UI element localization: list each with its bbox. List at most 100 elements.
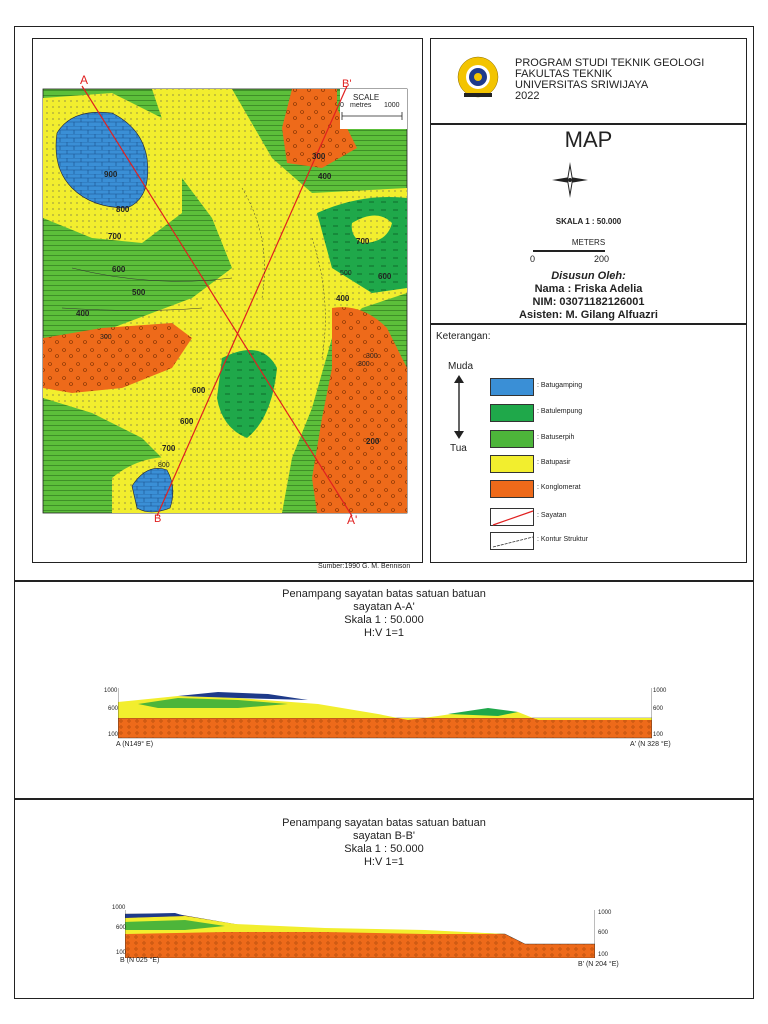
- legend-item-batulempung: : Batulempung: [490, 404, 630, 424]
- contour-label: 700: [162, 444, 176, 453]
- contour-label: 400: [76, 309, 90, 318]
- contour-label: 700: [356, 237, 370, 246]
- label-b: B: [154, 513, 162, 525]
- limestone-swatch: [490, 378, 534, 396]
- age-arrow-icon: [454, 375, 464, 439]
- faculty-name: FAKULTAS TEKNIK: [515, 68, 613, 80]
- outer-top-border: [14, 26, 754, 581]
- section-aa-tick-right: 600: [653, 706, 664, 712]
- legend-item-konglomerat: : Konglomerat: [490, 480, 630, 500]
- contour-label: 700: [108, 232, 122, 241]
- university-logo: [457, 56, 499, 98]
- scale-bar: [533, 250, 605, 252]
- contour-label: 200: [366, 437, 380, 446]
- contour-label: 900: [104, 170, 118, 179]
- contour-label: 600: [112, 265, 126, 274]
- shale-swatch: [490, 430, 534, 448]
- contour-label: 600: [180, 417, 194, 426]
- program-name: PROGRAM STUDI TEKNIK GEOLOGI: [515, 57, 705, 69]
- contour-label: 600: [192, 386, 206, 395]
- section-bb-tick: 100: [116, 950, 127, 956]
- legend-young: Muda: [448, 361, 474, 372]
- map-scale-end: 1000: [384, 102, 400, 109]
- contour-label: 300: [366, 353, 378, 360]
- section-aa-left-label: A (N149° E): [116, 741, 154, 748]
- scale-bar-end: 200: [594, 254, 610, 264]
- contour-label: 500: [340, 270, 352, 277]
- contour-label: 400: [318, 172, 332, 181]
- section-bb-left-label: B (N 025 °E): [120, 957, 160, 964]
- section-aa-tick: 100: [108, 732, 119, 738]
- map-title: MAP: [564, 127, 613, 152]
- map-info-panel: [430, 124, 747, 324]
- author-assistant: Asisten: M. Gilang Alfuazri: [519, 309, 658, 321]
- contour-label: 400: [336, 294, 350, 303]
- section-aa-title2: sayatan A-A': [353, 601, 415, 613]
- legend-item-label: : Sayatan: [537, 512, 567, 519]
- section-bb-title2: sayatan B-B': [352, 830, 416, 842]
- section-aa-profile: [118, 688, 652, 739]
- geological-map: [42, 85, 408, 517]
- legend-panel: [430, 324, 747, 563]
- legend-heading: Keterangan:: [436, 331, 491, 342]
- section-aa-title4: H:V 1=1: [363, 627, 405, 639]
- section-bb-panel: [14, 799, 754, 999]
- conglomerate-swatch: [490, 480, 534, 498]
- sandstone-swatch: [490, 455, 534, 473]
- contour-label: 800: [116, 205, 130, 214]
- map-scale-zero: 0: [340, 102, 344, 109]
- section-line-swatch: [490, 508, 534, 526]
- author-heading: Disusun Oleh:: [551, 270, 626, 282]
- section-bb-tick-right: 1000: [598, 910, 612, 916]
- contour-swatch: [490, 532, 534, 550]
- claystone-swatch: [490, 404, 534, 422]
- map-scale-units: metres: [350, 102, 372, 109]
- contour-label: 300: [358, 361, 370, 368]
- contour-label: 500: [132, 288, 146, 297]
- section-aa-title1: Penampang sayatan batas satuan batuan: [282, 588, 486, 600]
- section-aa-panel: [14, 581, 754, 799]
- label-b-prime: B': [342, 78, 352, 90]
- section-bb-tick-right: 600: [598, 930, 609, 936]
- section-aa-tick-right: 1000: [653, 688, 667, 694]
- map-frame: [32, 38, 423, 563]
- section-bb-title1: Penampang sayatan batas satuan batuan: [282, 817, 486, 829]
- header-panel: [430, 38, 747, 124]
- section-line-bb: [156, 85, 348, 517]
- label-a-prime: A': [347, 513, 358, 527]
- section-aa-tick-right: 100: [653, 732, 664, 738]
- author-nim: NIM: 03071182126001: [532, 296, 645, 308]
- section-bb-title4: H:V 1=1: [363, 856, 405, 868]
- section-line-aa: [81, 85, 353, 517]
- section-aa-right-label: A' (N 328 °E): [630, 741, 671, 748]
- contour-label: 600: [378, 272, 392, 281]
- university-name: UNIVERSITAS SRIWIJAYA: [515, 79, 649, 91]
- scale-bar-label: METERS: [571, 238, 606, 247]
- legend-item-label: : Batupasir: [537, 459, 571, 466]
- year: 2022: [515, 90, 540, 102]
- author-name: Nama : Friska Adelia: [534, 283, 643, 295]
- compass-rose-icon: [552, 162, 588, 198]
- label-a: A: [80, 73, 89, 87]
- contour-label: 300: [100, 334, 112, 341]
- legend-item-label: : Batuserpih: [537, 434, 575, 441]
- section-bb-tick: 600: [116, 925, 127, 931]
- legend-item-label: : Batugamping: [537, 382, 583, 389]
- legend-item-batuserpih: : Batuserpih: [490, 430, 630, 450]
- section-aa-tick: 1000: [104, 688, 118, 694]
- contour-label: 800: [158, 462, 170, 469]
- section-bb-title3: Skala 1 : 50.000: [344, 843, 424, 855]
- legend-old: Tua: [450, 443, 467, 454]
- section-bb-profile: [125, 910, 595, 958]
- contour-label: 300: [312, 152, 326, 161]
- section-aa-tick: 600: [108, 706, 119, 712]
- map-scale-label: SCALE: [353, 93, 380, 102]
- legend-item-batupasir: : Batupasir: [490, 455, 630, 475]
- section-bb-tick-right: 100: [598, 952, 609, 958]
- scale-bar-start: 0: [530, 254, 536, 264]
- legend-item-sayatan: : Sayatan: [490, 508, 630, 528]
- legend-item-label: : Batulempung: [537, 408, 583, 415]
- legend-item-label: : Kontur Struktur: [537, 536, 588, 543]
- legend-item-kontur: : Kontur Struktur: [490, 532, 630, 552]
- section-bb-tick: 1000: [112, 905, 126, 911]
